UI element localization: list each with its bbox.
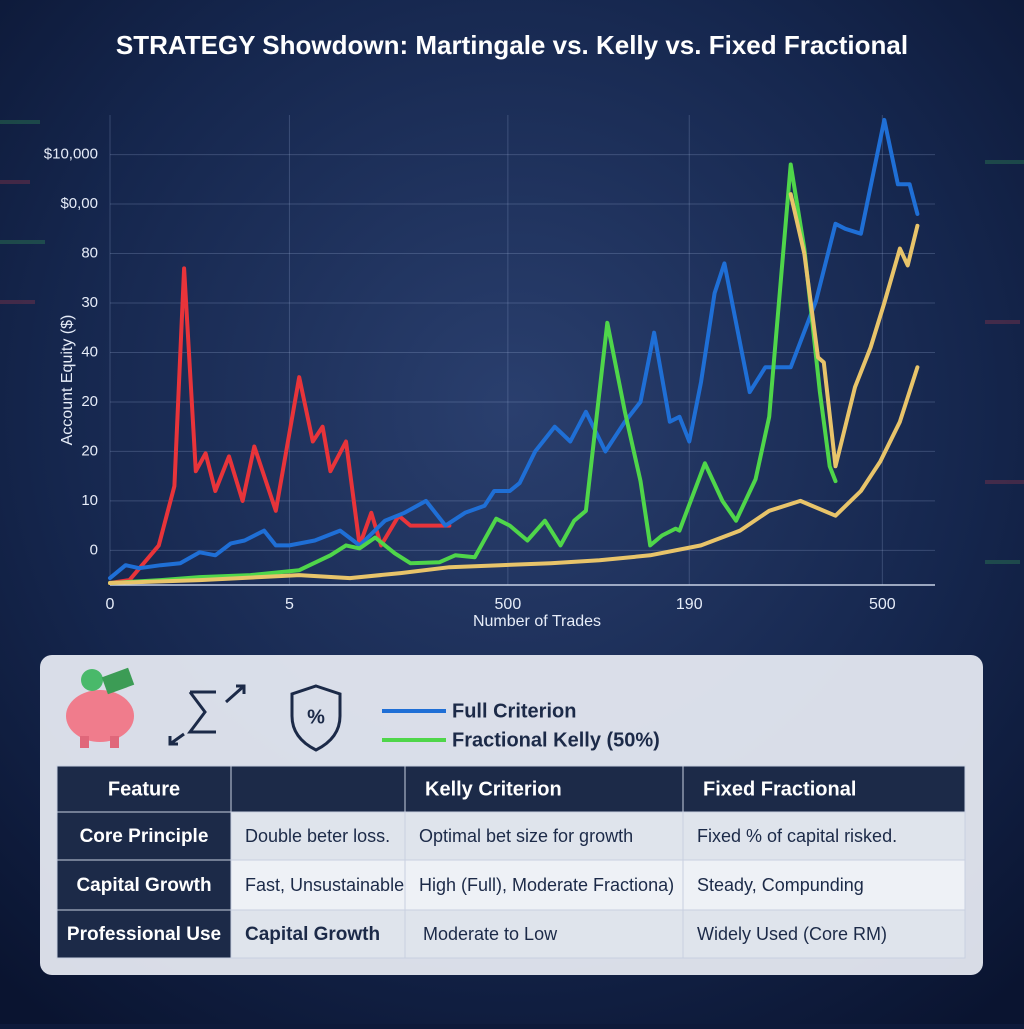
cell-text: Moderate to Low — [423, 924, 558, 944]
cell-text: Widely Used (Core RM) — [697, 924, 887, 944]
legend: Full Criterion Fractional Kelly (50%) — [382, 700, 660, 751]
y-axis-label: Account Equity ($) — [59, 315, 76, 446]
y-tick-label: 20 — [81, 393, 98, 410]
table-cell — [230, 909, 406, 959]
y-tick-label: 30 — [81, 294, 98, 311]
y-tick-label: 40 — [81, 343, 98, 360]
series-line — [108, 117, 920, 581]
cell-text: Optimal bet size for growth — [419, 826, 633, 846]
y-tick-label: 0 — [90, 541, 98, 558]
decor-ticker — [0, 120, 1024, 564]
y-tick-label: $0,00 — [60, 195, 98, 212]
x-tick-label: 500 — [495, 596, 522, 613]
table-cell — [682, 909, 966, 959]
cell-text: High (Full), Moderate Fractiona) — [419, 875, 674, 895]
legend-label: Fractional Kelly (50%) — [452, 729, 660, 751]
table-cell — [682, 811, 966, 861]
row-label: Professional Use — [67, 924, 221, 945]
table-cell — [56, 859, 232, 911]
x-axis-label: Number of Trades — [473, 613, 601, 630]
header-cell — [682, 765, 966, 813]
sigma-icon — [168, 684, 246, 746]
cell-text: Fast, Unsustainable — [245, 875, 404, 895]
y-tick-label: $10,000 — [44, 146, 98, 163]
x-tick-label: 5 — [285, 596, 294, 613]
table-cell — [230, 811, 406, 861]
cell-text: Steady, Compunding — [697, 875, 864, 895]
comparison-table: Feature Kelly Criterion Fixed Fractional Co… — [56, 765, 966, 959]
y-tick-label: 10 — [81, 492, 98, 509]
row-label: Capital Growth — [76, 875, 211, 896]
cell-text: Fixed % of capital risked. — [697, 826, 897, 846]
row-label: Core Principle — [80, 826, 209, 847]
header-cell — [404, 765, 684, 813]
series-line — [108, 162, 838, 585]
cell-text: Capital Growth — [245, 924, 380, 945]
shield-icon: % — [290, 684, 342, 752]
table-cell — [404, 811, 684, 861]
cell-text: Double beter loss. — [245, 826, 390, 846]
series-line — [108, 266, 452, 585]
table-cell — [682, 859, 966, 911]
header-text: Fixed Fractional — [703, 778, 856, 800]
piggy-bank-icon — [66, 667, 135, 748]
legend-label: Full Criterion — [452, 700, 576, 722]
plot-area: 0 10 20 20 40 30 80 $0,00 $10,000 0 5 500 190 500 — [44, 115, 935, 613]
y-tick-label: 80 — [81, 244, 98, 261]
header-text: Kelly Criterion — [425, 778, 562, 800]
series-line — [108, 365, 920, 585]
y-tick-label: 20 — [81, 442, 98, 459]
header-cell — [230, 765, 406, 813]
header-text: Feature — [108, 778, 180, 800]
table-cell — [56, 909, 232, 959]
chart-title: STRATEGY Showdown: Martingale vs. Kelly … — [116, 30, 908, 60]
x-tick-label: 190 — [676, 596, 703, 613]
header-cell — [56, 765, 232, 813]
x-tick-label: 500 — [869, 596, 896, 613]
series-line — [788, 192, 920, 469]
x-tick-label: 0 — [106, 596, 115, 613]
percent-glyph: % — [307, 706, 325, 728]
table-cell — [404, 909, 684, 959]
